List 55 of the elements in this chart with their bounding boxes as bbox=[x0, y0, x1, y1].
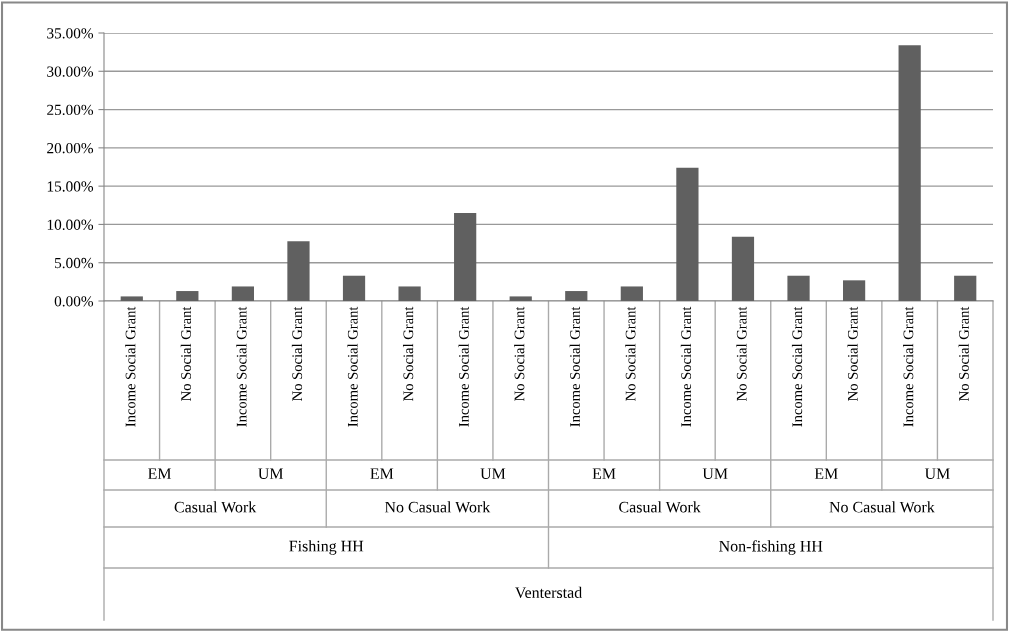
x-tick-label: No Social Grant bbox=[736, 306, 747, 401]
y-tick-label: 20.00% bbox=[47, 143, 94, 154]
text: UM bbox=[480, 468, 506, 479]
text: EM bbox=[592, 468, 616, 479]
bar bbox=[787, 275, 810, 301]
bar bbox=[287, 241, 310, 301]
text: EM bbox=[370, 468, 394, 479]
bar bbox=[231, 286, 255, 301]
bar bbox=[565, 291, 588, 301]
x-tick-label: Income Social Grant bbox=[458, 306, 469, 427]
x-tick-label: Income Social Grant bbox=[791, 306, 803, 427]
bar bbox=[842, 280, 866, 301]
text: Fishing HH bbox=[289, 540, 364, 555]
x-tick-label: No Social Grant bbox=[958, 306, 969, 401]
x-tick-label: Income Social Grant bbox=[347, 306, 358, 427]
y-tick-label: 35.00% bbox=[47, 28, 94, 39]
bar bbox=[398, 286, 421, 301]
bar bbox=[676, 167, 699, 301]
bar bbox=[454, 212, 477, 301]
text: UM bbox=[702, 468, 728, 479]
x-tick-label: Income Social Grant bbox=[569, 306, 580, 427]
x-tick-label: No Social Grant bbox=[180, 306, 191, 401]
x-tick-label: No Social Grant bbox=[514, 306, 525, 401]
x-tick-label: Income Social Grant bbox=[125, 306, 136, 427]
x-tick-label: Income Social Grant bbox=[680, 306, 692, 427]
text: UM bbox=[258, 468, 284, 479]
text: Casual Work bbox=[174, 501, 257, 513]
y-tick-label: 0.00% bbox=[54, 296, 94, 307]
bar bbox=[176, 291, 199, 301]
text: Non-fishing HH bbox=[719, 540, 823, 555]
bar bbox=[509, 296, 532, 301]
y-tick-label: 10.00% bbox=[47, 219, 94, 230]
y-tick-label: 5.00% bbox=[55, 257, 94, 269]
x-tick-label: No Social Grant bbox=[402, 306, 414, 401]
text: UM bbox=[924, 468, 950, 479]
text: Casual Work bbox=[619, 501, 701, 513]
text: No Casual Work bbox=[829, 501, 935, 513]
x-tick-label: No Social Grant bbox=[291, 306, 303, 401]
x-tick-label: Income Social Grant bbox=[236, 306, 247, 427]
x-tick-label: No Social Grant bbox=[625, 306, 636, 401]
y-tick-label: 15.00% bbox=[47, 181, 94, 192]
bar bbox=[954, 275, 977, 301]
bar bbox=[342, 275, 366, 301]
text: EM bbox=[814, 468, 838, 479]
text: Venterstad bbox=[514, 586, 583, 599]
x-tick-label: No Social Grant bbox=[847, 306, 858, 401]
y-tick-label: 25.00% bbox=[47, 104, 94, 116]
bar bbox=[620, 286, 643, 301]
text: No Casual Work bbox=[384, 501, 491, 513]
x-tick-label: Income Social Grant bbox=[903, 306, 914, 427]
bar bbox=[898, 45, 921, 301]
bar bbox=[731, 236, 755, 301]
bar bbox=[120, 296, 143, 301]
y-tick-label: 30.00% bbox=[47, 66, 94, 77]
text: EM bbox=[148, 468, 172, 479]
